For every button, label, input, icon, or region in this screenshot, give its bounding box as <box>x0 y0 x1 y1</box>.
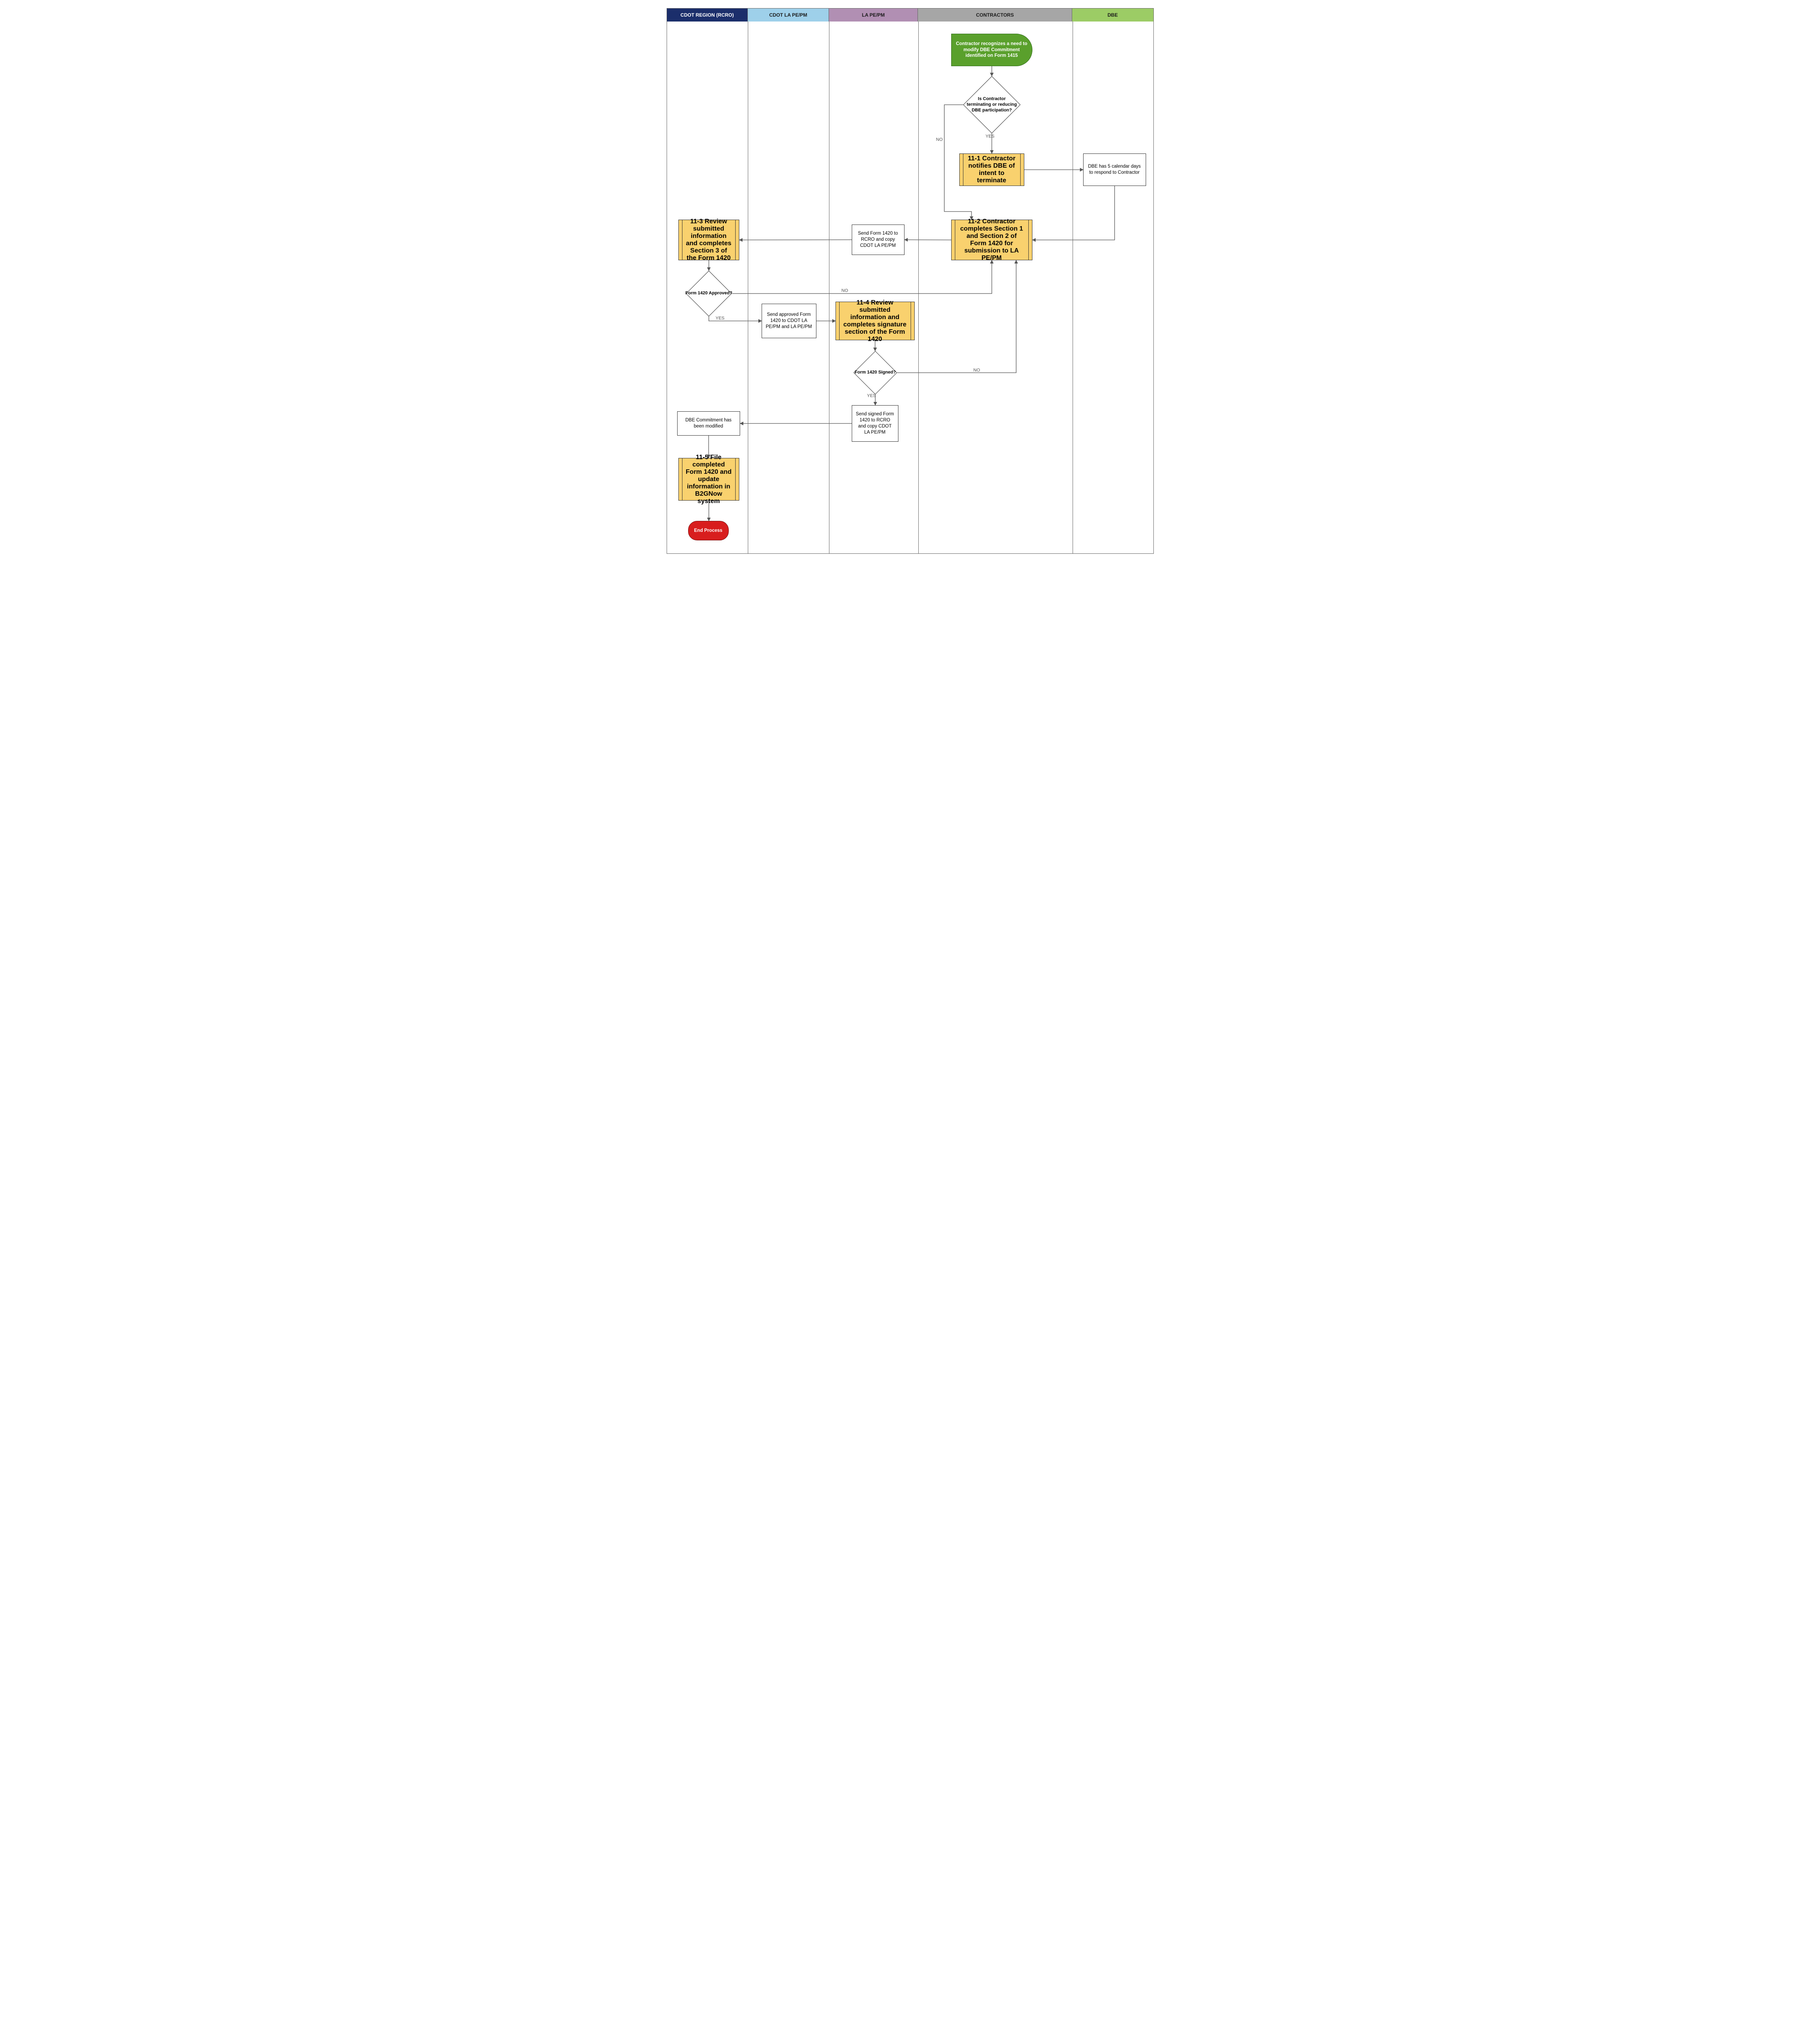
dbe-modified-box: DBE Commitment has been modified <box>677 411 740 436</box>
edge-label-d2_yes: YES <box>716 316 725 321</box>
edge-label-d1_no: NO <box>936 137 943 142</box>
lane-header-cdot_la: CDOT LA PE/PM <box>748 9 829 22</box>
lane-bg-dbe <box>1073 22 1154 553</box>
edge-label-d2_no: NO <box>842 288 848 293</box>
lane-bg-cdot_la <box>748 22 829 553</box>
decision-terminating-label: Is Contractor terminating or reducing DB… <box>965 96 1018 113</box>
lane-header-la: LA PE/PM <box>829 9 918 22</box>
step-11-4: 11-4 Review submitted information and co… <box>836 302 915 340</box>
step-11-2-label: 11-2 Contractor completes Section 1 and … <box>952 220 1032 260</box>
step-11-3-label: 11-3 Review submitted information and co… <box>679 220 739 260</box>
end-node: End Process <box>688 521 729 540</box>
step-11-4-label: 11-4 Review submitted information and co… <box>836 302 914 340</box>
send-signed-box: Send signed Form 1420 to RCRO and copy C… <box>852 405 898 442</box>
lane-bg-la <box>829 22 919 553</box>
edge-label-d3_yes: YES <box>867 393 876 398</box>
send-1420-rcro-box: Send Form 1420 to RCRO and copy CDOT LA … <box>852 225 905 255</box>
decision-1420-approved-label: Form 1420 Approved? <box>682 291 735 296</box>
lane-header-dbe: DBE <box>1072 9 1153 22</box>
decision-1420-signed-label: Form 1420 Signed? <box>849 370 902 376</box>
step-11-5-label: 11-5 File completed Form 1420 and update… <box>679 458 739 500</box>
lane-header-rcro: CDOT REGION (RCRO) <box>667 9 748 22</box>
step-11-1: 11-1 Contractor notifies DBE of intent t… <box>959 153 1024 186</box>
step-11-3: 11-3 Review submitted information and co… <box>678 220 739 260</box>
edge-label-d1_yes: YES <box>986 134 995 139</box>
lane-header-contractor: CONTRACTORS <box>918 9 1072 22</box>
send-approved-box: Send approved Form 1420 to CDOT LA PE/PM… <box>762 304 816 338</box>
step-11-1-label: 11-1 Contractor notifies DBE of intent t… <box>960 154 1024 186</box>
step-11-2: 11-2 Contractor completes Section 1 and … <box>951 220 1032 260</box>
dbe-respond-box: DBE has 5 calendar days to respond to Co… <box>1083 153 1146 186</box>
start-node: Contractor recognizes a need to modify D… <box>951 34 1032 66</box>
edge-label-d3_no: NO <box>974 368 980 373</box>
step-11-5: 11-5 File completed Form 1420 and update… <box>678 458 739 501</box>
